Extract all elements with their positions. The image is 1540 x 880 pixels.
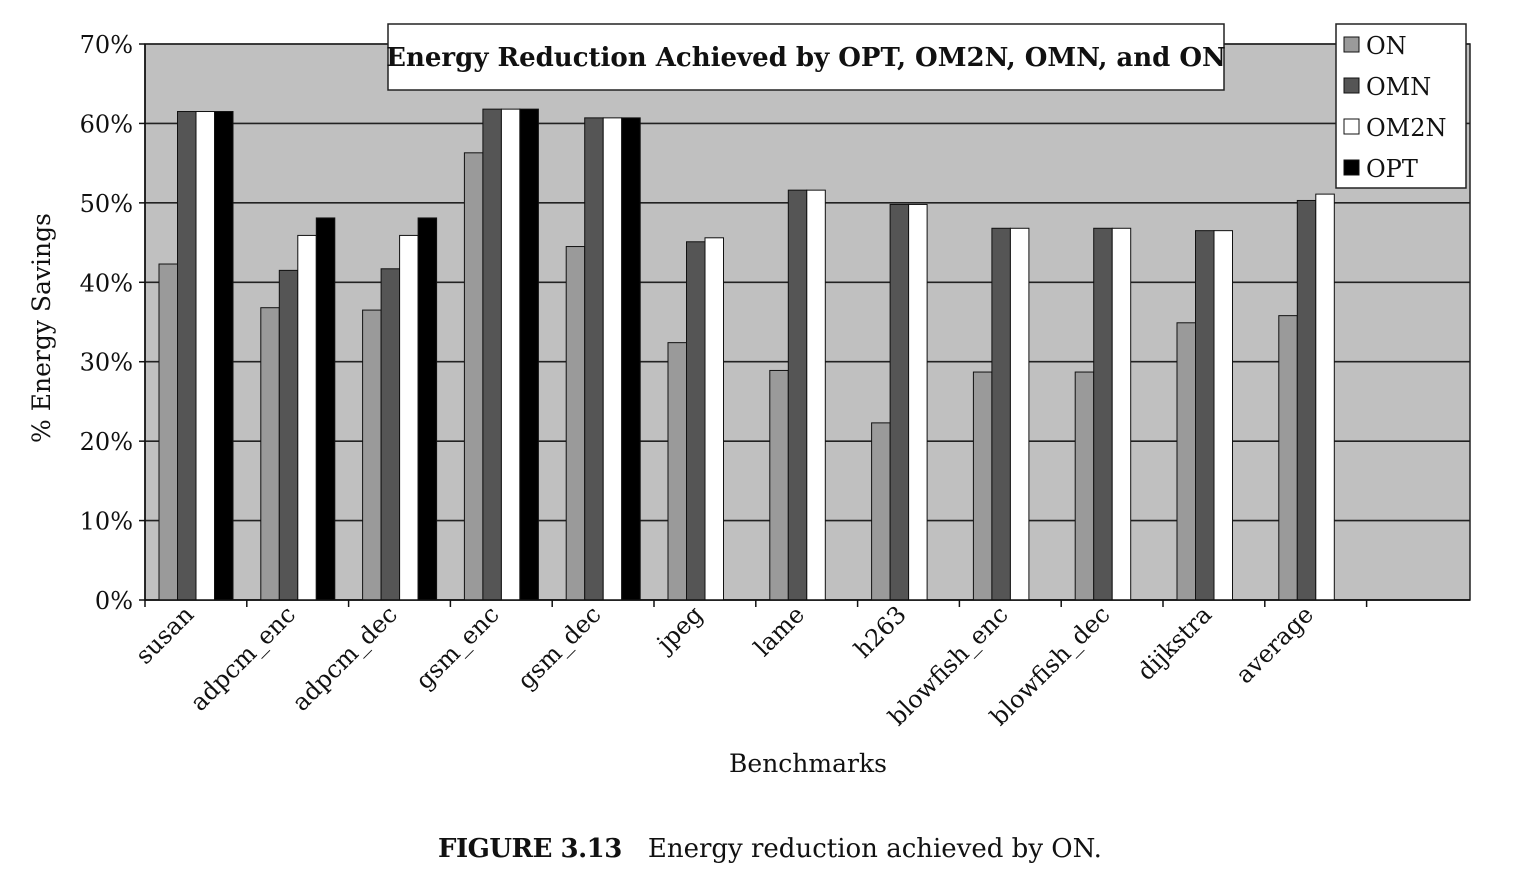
bar-omn-blowfish-dec	[1093, 227, 1113, 601]
bar-om2n-adpcm-dec	[399, 234, 419, 601]
x-tick-label: average	[1230, 600, 1319, 689]
bar-om2n-blowfish-dec	[1111, 227, 1132, 601]
bar-omn-jpeg	[686, 241, 706, 601]
x-tick-label: adpcm_dec	[287, 600, 403, 716]
chart-title: Energy Reduction Achieved by OPT, OM2N, …	[386, 43, 1226, 73]
bar-on-average	[1278, 315, 1298, 601]
bar-omn-average	[1296, 199, 1317, 601]
y-tick-label: 70%	[80, 31, 133, 59]
bar-on-h263	[871, 422, 891, 601]
bar-on-adpcm-enc	[260, 307, 280, 601]
x-tick-label: gsm_enc	[410, 600, 504, 694]
bar-on-gsm-enc	[463, 152, 484, 601]
bar-on-blowfish-enc	[972, 371, 993, 601]
legend-swatch-opt	[1343, 159, 1360, 176]
bar-om2n-jpeg	[704, 237, 724, 601]
bar-omn-adpcm-enc	[278, 269, 299, 601]
x-tick-label: adpcm_enc	[185, 600, 301, 716]
x-tick-label: gsm_dec	[512, 600, 606, 694]
legend-label-om2n: OM2N	[1366, 114, 1447, 142]
x-tick-label: susan	[130, 600, 199, 669]
bar-opt-adpcm-dec	[417, 217, 438, 601]
bar-omn-gsm-dec	[584, 117, 604, 601]
y-tick-label: 10%	[80, 508, 133, 536]
bar-opt-susan	[214, 111, 234, 601]
bar-on-dijkstra	[1176, 322, 1196, 601]
legend-swatch-om2n	[1343, 118, 1360, 135]
y-tick-label: 50%	[80, 190, 133, 218]
y-tick-label: 0%	[95, 587, 133, 615]
bar-omn-dijkstra	[1195, 230, 1215, 601]
y-tick-label: 30%	[80, 349, 133, 377]
figure-caption: FIGURE 3.13 Energy reduction achieved by …	[0, 834, 1540, 864]
bar-om2n-h263	[908, 203, 928, 601]
bar-om2n-susan	[195, 111, 215, 601]
bar-opt-gsm-dec	[621, 117, 641, 601]
figure-caption-text: Energy reduction achieved by ON.	[647, 834, 1102, 864]
legend: ON OMN OM2N OPT	[1335, 23, 1467, 189]
legend-swatch-on	[1343, 36, 1360, 53]
bar-omn-lame	[787, 189, 808, 601]
legend-label-omn: OMN	[1366, 73, 1431, 101]
bar-om2n-gsm-enc	[500, 108, 521, 601]
legend-swatch-omn	[1343, 77, 1360, 94]
figure-number: FIGURE 3.13	[438, 834, 622, 864]
chart-title-box: Energy Reduction Achieved by OPT, OM2N, …	[386, 23, 1226, 91]
y-axis-label: % Energy Savings	[27, 213, 56, 443]
bar-om2n-adpcm-enc	[297, 234, 317, 601]
y-tick-label: 40%	[80, 269, 133, 297]
bar-on-lame	[769, 369, 789, 601]
bar-om2n-blowfish-enc	[1009, 227, 1030, 601]
bar-om2n-dijkstra	[1213, 230, 1233, 601]
bar-on-adpcm-dec	[362, 309, 382, 601]
bar-omn-susan	[177, 111, 197, 601]
legend-label-opt: OPT	[1366, 155, 1418, 183]
bar-om2n-gsm-dec	[602, 117, 623, 601]
x-axis-label: Benchmarks	[729, 749, 887, 778]
bar-opt-gsm-enc	[519, 108, 539, 601]
bar-om2n-average	[1315, 193, 1335, 601]
y-tick-label: 20%	[80, 428, 133, 456]
bar-omn-gsm-enc	[482, 108, 502, 601]
bar-on-jpeg	[667, 342, 687, 601]
y-tick-label: 60%	[80, 110, 133, 138]
bar-omn-h263	[889, 203, 910, 601]
bar-omn-adpcm-dec	[380, 268, 401, 601]
x-tick-label: jpeg	[649, 600, 708, 659]
bar-on-blowfish-dec	[1074, 371, 1095, 601]
x-tick-label: lame	[749, 600, 810, 661]
legend-label-on: ON	[1366, 32, 1407, 60]
bar-on-susan	[158, 263, 178, 601]
bar-opt-adpcm-enc	[315, 217, 336, 601]
x-tick-label: dijkstra	[1132, 600, 1217, 685]
bar-om2n-lame	[806, 189, 826, 601]
bar-omn-blowfish-enc	[991, 227, 1011, 601]
x-tick-label: h263	[849, 600, 912, 663]
bar-on-gsm-dec	[565, 246, 586, 601]
